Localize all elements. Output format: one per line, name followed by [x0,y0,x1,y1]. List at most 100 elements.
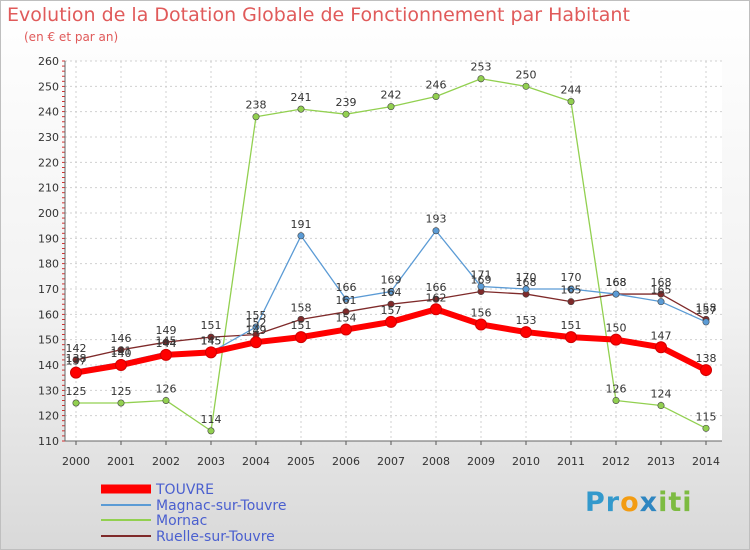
data-point [700,364,712,377]
data-point [432,92,440,100]
data-label: 168 [606,276,627,289]
data-label: 193 [426,213,447,226]
data-label: 241 [291,91,312,104]
y-tick-label: 240 [38,106,59,119]
data-label: 169 [381,274,402,287]
data-label: 126 [606,382,627,395]
data-label: 147 [651,329,672,342]
y-tick-label: 250 [38,80,59,93]
data-label: 138 [66,352,87,365]
data-label: 168 [516,276,537,289]
y-tick-label: 190 [38,232,59,245]
data-point [252,323,260,331]
data-label: 253 [471,61,492,74]
data-point [250,336,262,349]
x-tick-label: 2014 [692,455,720,468]
data-label: 158 [291,301,312,314]
data-point [342,110,350,118]
chart-subtitle: (en € et par an) [24,30,119,44]
data-label: 125 [66,385,87,398]
data-label: 166 [426,281,447,294]
data-label: 156 [471,306,492,319]
data-label: 246 [426,78,447,91]
data-point [297,105,305,113]
x-tick-label: 2000 [62,455,90,468]
data-label: 137 [66,355,87,368]
data-point [655,341,667,354]
data-label: 155 [246,309,267,322]
data-label: 115 [696,410,717,423]
x-tick-label: 2010 [512,455,540,468]
data-label: 168 [651,276,672,289]
data-point [520,326,532,339]
data-point [115,359,127,371]
data-point [477,75,485,83]
data-label: 169 [471,274,492,287]
data-label: 149 [246,324,267,337]
data-label: 242 [381,89,402,102]
proxiti-logo: Proxiti [585,487,693,518]
data-point [297,232,305,240]
chart-title: Evolution de la Dotation Globale de Fonc… [7,4,630,26]
x-tick-label: 2013 [647,455,675,468]
data-point [432,295,440,303]
data-point [612,396,620,404]
data-point [340,323,352,336]
legend-label: Mornac [156,513,207,529]
data-point [430,303,442,316]
data-point [162,396,170,404]
data-label: 138 [696,352,717,365]
data-point [342,295,350,303]
data-label: 157 [381,304,402,317]
x-tick-label: 2012 [602,455,630,468]
data-point [162,338,170,346]
data-label: 145 [156,334,177,347]
data-label: 165 [651,284,672,297]
y-tick-label: 200 [38,207,59,220]
y-tick-label: 150 [38,334,59,347]
data-label: 125 [111,385,132,398]
data-label: 171 [471,268,492,281]
data-label: 150 [606,322,627,335]
y-tick-label: 110 [38,435,59,448]
data-point [702,424,710,432]
data-label: 151 [561,319,582,332]
data-point [567,285,575,293]
data-label: 170 [561,271,582,284]
y-tick-label: 210 [38,182,59,195]
x-tick-label: 2007 [377,455,405,468]
data-point [207,427,215,435]
y-tick-label: 220 [38,156,59,169]
data-label: 250 [516,68,537,81]
x-tick-label: 2004 [242,455,270,468]
x-tick-label: 2006 [332,455,360,468]
y-tick-label: 170 [38,283,59,296]
data-label: 149 [156,324,177,337]
data-label: 170 [516,271,537,284]
data-label: 146 [111,332,132,345]
data-label: 151 [291,319,312,332]
x-tick-label: 2008 [422,455,450,468]
data-point [387,300,395,308]
data-point [160,348,172,361]
data-point [522,82,530,90]
data-label: 161 [336,294,357,307]
data-point [567,298,575,306]
data-label: 244 [561,84,582,97]
data-label: 168 [606,276,627,289]
data-label: 154 [336,312,357,325]
data-point [702,318,710,326]
data-label: 145 [201,334,222,347]
data-label: 165 [561,284,582,297]
data-point [207,333,215,341]
data-point [475,318,487,331]
x-tick-label: 2005 [287,455,315,468]
legend-label: Ruelle-sur-Touvre [156,529,275,545]
data-point [565,331,577,344]
x-tick-label: 2009 [467,455,495,468]
data-label: 141 [111,344,132,357]
data-label: 239 [336,96,357,109]
data-label: 144 [156,337,177,350]
data-point [610,333,622,346]
